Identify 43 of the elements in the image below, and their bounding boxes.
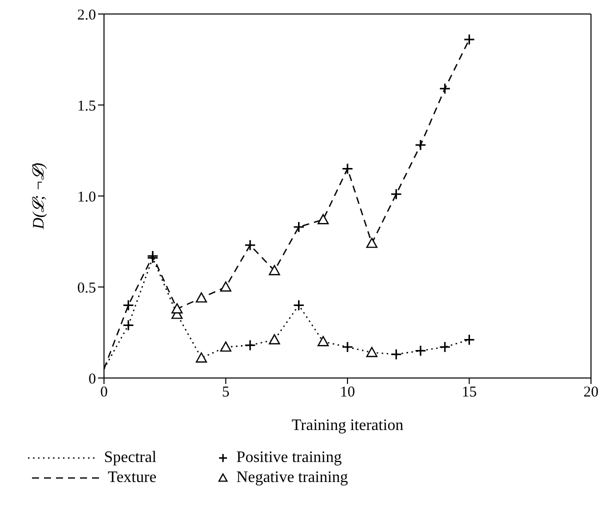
- point: [439, 341, 451, 353]
- x-tick-label: 15: [462, 384, 477, 401]
- y-tick-label: 0: [88, 371, 96, 388]
- point: [342, 162, 354, 174]
- x-tick-label: 20: [584, 384, 598, 401]
- point: [390, 188, 402, 200]
- legend-label: Spectral: [104, 449, 156, 467]
- point: [196, 352, 207, 363]
- point: [268, 334, 280, 344]
- point: [244, 239, 256, 251]
- y-tick-label: 2.0: [77, 7, 96, 24]
- y-tick-label: 1.5: [77, 98, 96, 114]
- legend-label: Negative training: [236, 469, 348, 487]
- point: [122, 319, 134, 331]
- point: [171, 303, 183, 314]
- x-axis-title: Training iteration: [292, 417, 404, 434]
- y-tick-label: 1.0: [77, 189, 96, 206]
- x-tick-label: 5: [222, 384, 230, 401]
- x-tick-label: 10: [340, 384, 355, 401]
- point: [464, 334, 475, 346]
- y-tick-label: 0.5: [77, 280, 96, 296]
- y-axis-title: D(𝓛; ¬𝓛): [30, 162, 48, 230]
- point: [220, 341, 232, 352]
- legend-label: Texture: [108, 469, 156, 487]
- point: [220, 281, 232, 292]
- point: [366, 238, 378, 248]
- point: [366, 346, 378, 358]
- point: [196, 292, 207, 303]
- point: [293, 299, 305, 311]
- point: [414, 139, 426, 151]
- legend-label: Positive training: [236, 449, 342, 467]
- point: [390, 348, 402, 360]
- point: [464, 34, 475, 46]
- x-tick-label: 0: [100, 384, 108, 401]
- point: [122, 299, 134, 311]
- point: [293, 221, 305, 233]
- point: [414, 344, 426, 356]
- point: [268, 265, 280, 276]
- point: [318, 336, 329, 346]
- point: [439, 82, 451, 94]
- point: [342, 341, 354, 353]
- point: [318, 214, 329, 224]
- point: [244, 339, 256, 351]
